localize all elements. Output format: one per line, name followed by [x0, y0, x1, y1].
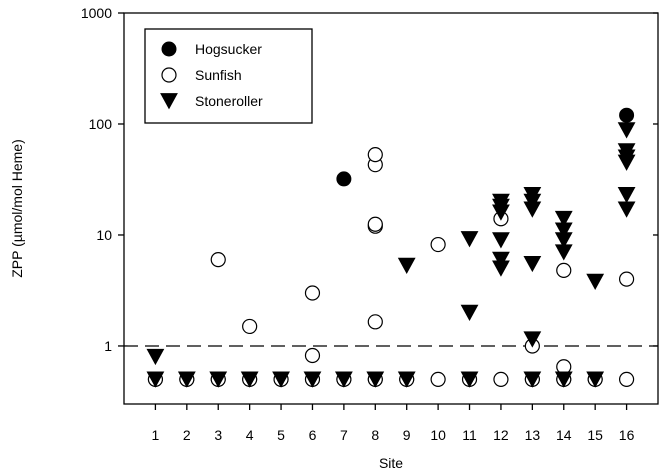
plot-frame [123, 12, 659, 405]
data-point-stoneroller [460, 231, 479, 248]
data-point-sunfish [493, 371, 509, 387]
data-point-stoneroller [460, 304, 479, 321]
x-tick-label: 4 [246, 427, 254, 443]
legend-marker-sunfish [161, 67, 177, 83]
x-axis-title: Site [379, 455, 403, 471]
x-tick-label: 1 [152, 427, 160, 443]
data-point-sunfish [618, 271, 635, 287]
x-tick-label: 3 [214, 427, 222, 443]
data-point-stoneroller [554, 210, 573, 228]
data-point-stoneroller [366, 371, 385, 388]
data-point-stoneroller [146, 348, 165, 366]
x-tick-label: 16 [619, 427, 635, 443]
legend-label-sunfish: Sunfish [195, 67, 242, 83]
series-stoneroller [146, 122, 636, 388]
data-point-sunfish [556, 262, 572, 278]
data-point-stoneroller [617, 186, 636, 204]
data-point-stoneroller [523, 331, 542, 348]
data-point-hogsucker [619, 107, 635, 123]
data-point-stoneroller [586, 371, 605, 388]
x-tick-label: 10 [430, 427, 446, 443]
data-point-stoneroller [492, 232, 510, 249]
x-tick-label: 8 [371, 427, 379, 443]
data-point-stoneroller [334, 371, 353, 388]
data-point-stoneroller [303, 371, 322, 388]
data-point-stoneroller [240, 371, 259, 388]
data-point-sunfish [367, 216, 383, 232]
data-point-sunfish [242, 318, 258, 335]
x-tick-label: 12 [493, 427, 509, 443]
legend-marker-stoneroller [160, 93, 178, 110]
data-point-stoneroller [177, 371, 196, 388]
series-sunfish [147, 146, 635, 387]
data-point-stoneroller [272, 371, 290, 388]
data-point-sunfish [367, 314, 383, 330]
data-point-stoneroller [397, 257, 416, 274]
data-point-stoneroller [146, 371, 165, 388]
x-tick-label: 14 [556, 427, 572, 443]
x-tick-label: 6 [309, 427, 317, 443]
x-tick-label: 7 [340, 427, 348, 443]
data-point-stoneroller [617, 143, 636, 160]
y-tick-label: 100 [89, 116, 113, 132]
y-axis-title: ZPP (µmol/mol Heme) [9, 139, 25, 278]
data-point-sunfish [210, 252, 226, 268]
data-point-stoneroller [617, 122, 636, 139]
data-point-sunfish [430, 236, 446, 253]
data-point-stoneroller [523, 186, 542, 204]
data-point-stoneroller [617, 201, 636, 218]
data-point-stoneroller [523, 255, 542, 273]
x-tick-label: 13 [525, 427, 541, 443]
legend-marker-hogsucker [161, 41, 177, 57]
x-tick-label: 11 [462, 427, 477, 443]
data-point-stoneroller [492, 251, 510, 268]
x-tick-label: 2 [183, 427, 191, 443]
data-point-sunfish [304, 347, 321, 364]
data-point-stoneroller [554, 371, 573, 388]
data-point-stoneroller [460, 371, 479, 388]
data-point-hogsucker [336, 171, 352, 187]
x-tick-label: 9 [403, 427, 411, 443]
data-point-sunfish [367, 146, 383, 163]
data-point-stoneroller [209, 371, 228, 388]
y-tick-label: 1 [104, 338, 112, 354]
data-point-stoneroller [397, 371, 416, 388]
data-point-sunfish [618, 371, 635, 387]
y-tick-label: 1000 [81, 5, 112, 21]
data-point-sunfish [304, 285, 321, 301]
legend-label-hogsucker: Hogsucker [195, 41, 262, 57]
legend-label-stoneroller: Stoneroller [195, 93, 263, 109]
data-point-sunfish [430, 371, 446, 387]
legend: Hogsucker Sunfish Stoneroller [144, 28, 313, 124]
x-tick-label: 5 [277, 427, 285, 443]
data-point-stoneroller [586, 273, 605, 291]
x-tick-label: 15 [587, 427, 603, 443]
data-point-stoneroller [492, 193, 510, 210]
y-tick-label: 10 [96, 227, 112, 243]
data-point-stoneroller [523, 371, 542, 388]
